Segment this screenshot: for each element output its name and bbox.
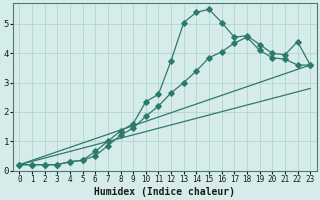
X-axis label: Humidex (Indice chaleur): Humidex (Indice chaleur) [94, 186, 235, 197]
